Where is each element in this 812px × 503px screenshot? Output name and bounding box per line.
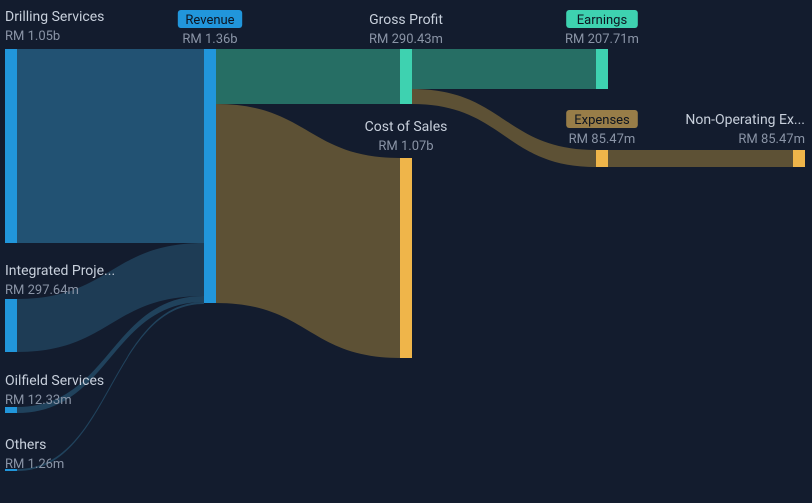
node-cos[interactable] bbox=[400, 158, 412, 358]
node-label-cos: Cost of Sales bbox=[365, 119, 448, 135]
node-label-gross: Gross Profit bbox=[369, 12, 443, 28]
node-value-cos: RM 1.07b bbox=[378, 139, 433, 154]
node-earnings[interactable] bbox=[596, 49, 608, 89]
node-nonop[interactable] bbox=[793, 150, 805, 167]
node-label-drilling: Drilling Services bbox=[5, 9, 104, 25]
node-revenue[interactable] bbox=[204, 49, 216, 303]
node-label-earnings: Earnings bbox=[577, 13, 628, 28]
link-revenue-gross bbox=[216, 49, 400, 104]
node-value-revenue: RM 1.36b bbox=[182, 32, 237, 47]
sankey-chart: Drilling Services RM 1.05b Integrated Proj… bbox=[0, 0, 812, 503]
node-drilling[interactable] bbox=[5, 49, 17, 243]
node-value-earnings: RM 207.71m bbox=[565, 32, 639, 47]
node-label-others: Others bbox=[5, 437, 46, 453]
node-label-nonop: Non-Operating Ex... bbox=[685, 112, 805, 128]
node-gross[interactable] bbox=[400, 49, 412, 104]
node-value-drilling: RM 1.05b bbox=[5, 29, 60, 44]
link-gross-earnings bbox=[412, 49, 596, 89]
node-integrated[interactable] bbox=[5, 299, 17, 352]
node-value-oilfield: RM 12.33m bbox=[5, 393, 72, 408]
link-expenses-nonop bbox=[608, 150, 793, 167]
link-revenue-cos bbox=[216, 104, 400, 358]
node-value-integrated: RM 297.64m bbox=[5, 283, 79, 298]
node-label-revenue: Revenue bbox=[185, 13, 234, 28]
node-expenses[interactable] bbox=[596, 150, 608, 167]
node-value-expenses: RM 85.47m bbox=[569, 132, 636, 147]
link-drilling-revenue bbox=[17, 49, 204, 243]
node-label-oilfield: Oilfield Services bbox=[5, 373, 104, 389]
node-label-expenses: Expenses bbox=[574, 113, 630, 128]
node-value-gross: RM 290.43m bbox=[369, 32, 443, 47]
node-label-integrated: Integrated Proje... bbox=[5, 263, 115, 279]
node-value-nonop: RM 85.47m bbox=[738, 132, 805, 147]
node-value-others: RM 1.26m bbox=[5, 457, 64, 472]
